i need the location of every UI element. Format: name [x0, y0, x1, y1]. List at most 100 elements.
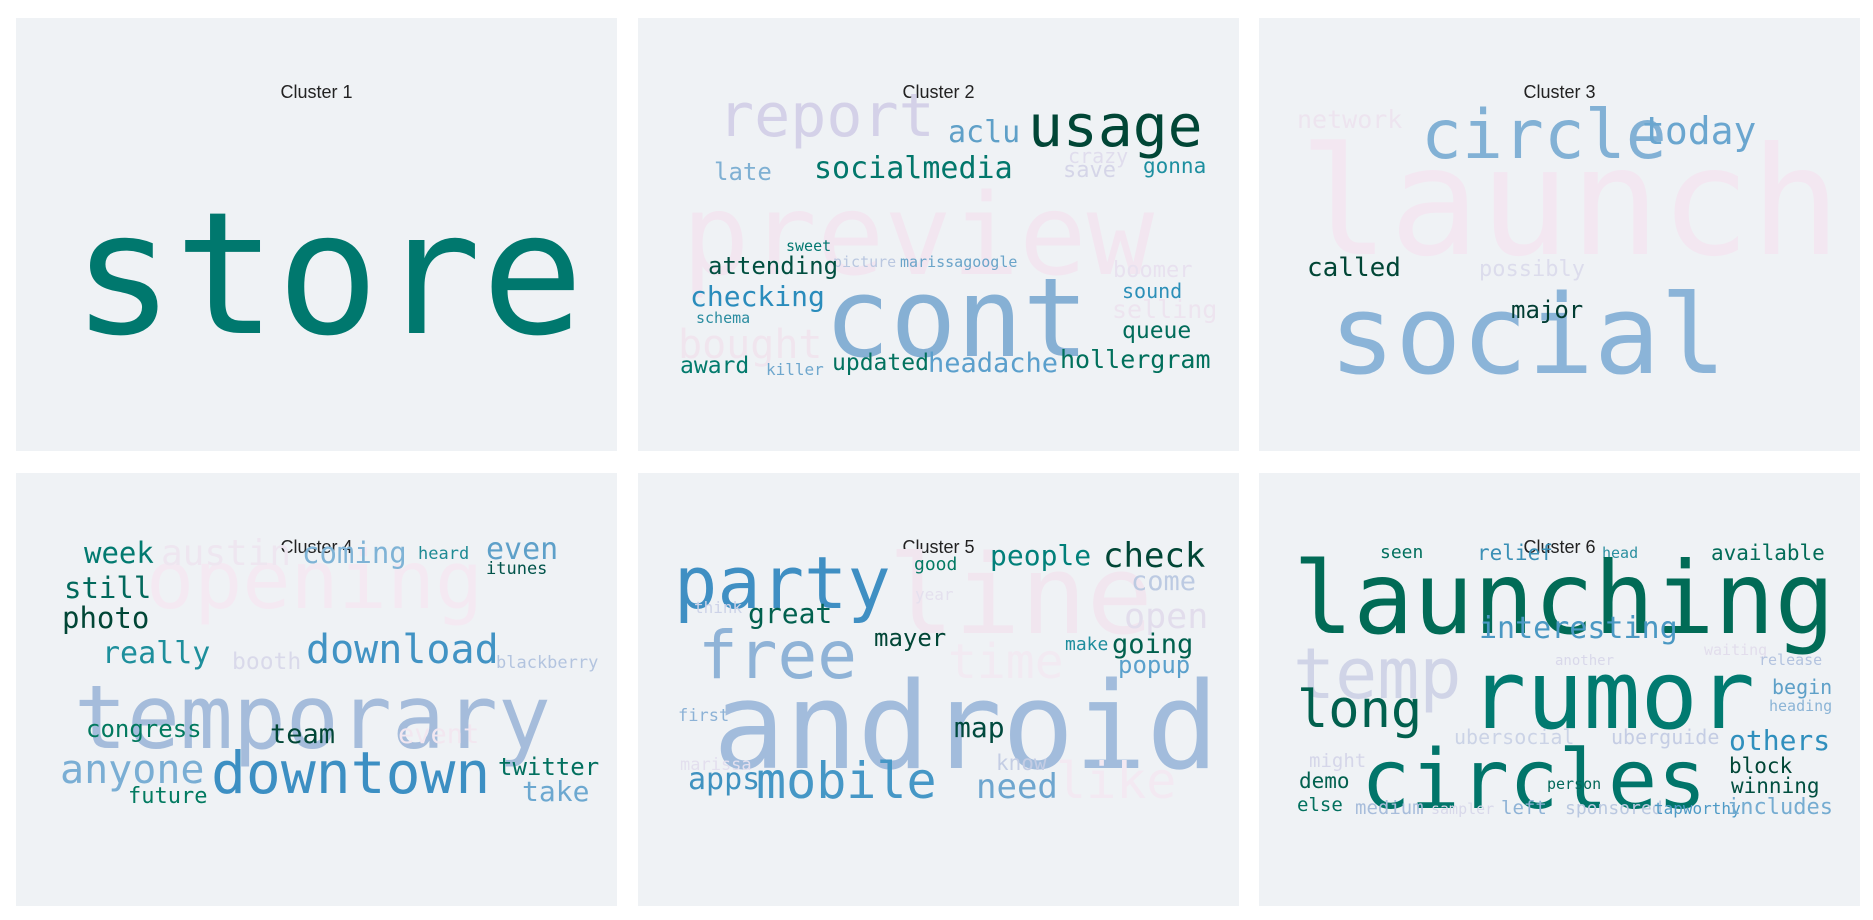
word-person: person — [1547, 775, 1601, 793]
cluster-panel-3: Cluster 3 launch network circle today called… — [1259, 18, 1860, 451]
word-hollergram: hollergram — [1060, 345, 1211, 374]
word-open: open — [1124, 597, 1208, 637]
word-possibly: possibly — [1479, 257, 1585, 282]
word-opening: opening — [146, 534, 483, 627]
word-line: line — [888, 531, 1153, 659]
word-selling: selling — [1112, 295, 1217, 324]
word-austin: austin — [161, 533, 291, 574]
word-circle: circle — [1421, 96, 1667, 175]
word-twitter: twitter — [498, 753, 599, 781]
word-long: long — [1297, 680, 1422, 740]
cluster-panel-1: Cluster 1 store — [16, 18, 617, 451]
word-launching: launching — [1293, 540, 1835, 657]
word-week: week — [84, 536, 154, 570]
word-check: check — [1103, 536, 1205, 576]
word-boomer: boomer — [1113, 258, 1192, 283]
word-sound: sound — [1122, 279, 1182, 303]
word-relief: relief — [1477, 541, 1553, 565]
word-another: another — [1555, 653, 1614, 669]
word-gonna: gonna — [1143, 154, 1206, 178]
word-take: take — [522, 775, 589, 808]
word-sponsored: sponsored — [1565, 798, 1663, 819]
word-think: think — [694, 598, 743, 617]
word-heading: heading — [1769, 697, 1832, 715]
word-blackberry: blackberry — [496, 653, 598, 673]
word-uberguide: uberguide — [1611, 725, 1719, 749]
word-like: like — [1056, 752, 1176, 810]
word-rumor: rumor — [1469, 641, 1755, 751]
word-available: available — [1711, 541, 1825, 565]
word-launch: launch — [1299, 116, 1841, 290]
word-good: good — [914, 554, 957, 575]
word-party: party — [674, 541, 891, 625]
word-people: people — [990, 539, 1091, 572]
word-network: network — [1297, 105, 1402, 134]
word-mobile: mobile — [756, 752, 937, 810]
word-usage: usage — [1028, 92, 1203, 160]
word-updated: updated — [832, 350, 929, 376]
word-photo: photo — [62, 601, 149, 635]
word-preview: preview — [682, 171, 1155, 301]
word-today: today — [1642, 109, 1756, 153]
word-booth: booth — [232, 649, 301, 675]
word-includes: includes — [1727, 795, 1833, 820]
word-download: download — [306, 627, 499, 673]
word-headache: headache — [928, 348, 1058, 379]
cluster-panel-5: Cluster 5 line party good people check come ye… — [638, 473, 1239, 906]
word-crazy: crazy — [1068, 144, 1128, 168]
word-anyone: anyone — [60, 747, 205, 793]
cluster-panel-6: Cluster 6 seen relief head available launchi… — [1259, 473, 1860, 906]
word-make: make — [1065, 634, 1108, 655]
word-come: come — [1131, 566, 1196, 597]
cluster-5-title: Cluster 5 — [902, 537, 975, 557]
word-map: map — [954, 711, 1005, 744]
word-really: really — [102, 636, 210, 671]
word-socialmedia: socialmedia — [814, 151, 1013, 186]
word-award: award — [680, 353, 749, 379]
word-coming: coming — [302, 536, 407, 570]
word-know: know — [996, 751, 1047, 775]
word-marissa: marissa — [680, 755, 752, 775]
word-team: team — [270, 719, 335, 750]
word-store: store — [72, 176, 584, 374]
word-release: release — [1759, 651, 1822, 669]
word-begin: begin — [1772, 675, 1832, 699]
word-save: save — [1063, 158, 1116, 183]
cluster-1-title: Cluster 1 — [280, 82, 353, 102]
word-else: else — [1297, 794, 1343, 816]
word-tapworthy: tapworthy — [1654, 799, 1741, 818]
cluster-panel-2: Cluster 2 preview report usage aclu crazy lat… — [638, 18, 1239, 451]
word-report: report — [718, 81, 935, 151]
word-head: head — [1602, 544, 1638, 562]
word-checking: checking — [690, 280, 825, 313]
word-others: others — [1729, 724, 1830, 757]
cluster-2-title: Cluster 2 — [902, 82, 975, 102]
word-seen: seen — [1380, 542, 1423, 563]
word-major: major — [1511, 296, 1583, 324]
word-demo: demo — [1299, 769, 1350, 793]
word-attending: attending — [708, 252, 838, 280]
word-future: future — [128, 784, 207, 809]
word-cont: cont — [824, 254, 1089, 382]
word-still: still — [64, 571, 151, 605]
word-great: great — [748, 597, 832, 630]
word-queue: queue — [1122, 318, 1191, 344]
word-block: block — [1729, 754, 1793, 778]
word-apps: apps — [688, 762, 760, 797]
word-aclu: aclu — [948, 115, 1020, 150]
word-heard: heard — [418, 544, 469, 564]
word-waiting: waiting — [1704, 641, 1767, 659]
word-congress: congress — [86, 715, 202, 743]
word-first: first — [678, 706, 729, 726]
word-downtown: downtown — [211, 739, 490, 807]
word-temporary: temporary — [74, 666, 551, 769]
word-circles: circles — [1361, 733, 1707, 828]
cluster-4-title: Cluster 4 — [280, 537, 353, 557]
word-marissagoogle: marissagoogle — [900, 253, 1017, 271]
cluster-panel-4: Cluster 4 opening austin week coming heard ev… — [16, 473, 617, 906]
word-might: might — [1309, 750, 1366, 772]
